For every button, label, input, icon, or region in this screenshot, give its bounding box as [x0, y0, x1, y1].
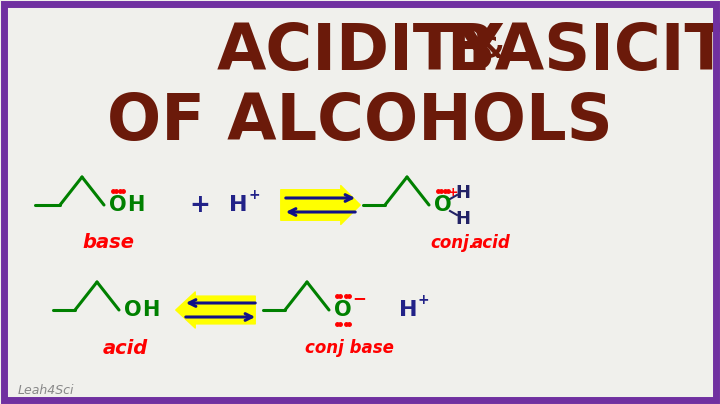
Text: conj base: conj base [305, 339, 393, 357]
Text: H: H [456, 184, 470, 202]
Text: O: O [334, 300, 352, 320]
Text: O: O [124, 300, 142, 320]
Text: H: H [399, 300, 418, 320]
Text: acid: acid [102, 339, 148, 358]
Text: −: − [352, 289, 366, 307]
Text: H: H [127, 195, 145, 215]
Text: acid: acid [472, 234, 510, 252]
FancyArrowPatch shape [176, 292, 255, 328]
Text: Leah4Sci: Leah4Sci [18, 383, 74, 396]
Text: BASICITY: BASICITY [446, 21, 720, 83]
Text: ACIDITY: ACIDITY [217, 21, 503, 83]
Text: O: O [434, 195, 452, 215]
Text: OF ALCOHOLS: OF ALCOHOLS [107, 91, 613, 153]
Text: H: H [143, 300, 160, 320]
Text: +: + [448, 187, 459, 200]
Text: base: base [82, 234, 134, 252]
Text: H: H [456, 210, 470, 228]
Text: +: + [189, 193, 210, 217]
Text: conj.: conj. [431, 234, 476, 252]
Text: +: + [248, 188, 260, 202]
Text: +: + [417, 293, 429, 307]
Text: &: & [477, 36, 503, 65]
Text: H: H [229, 195, 247, 215]
FancyArrowPatch shape [281, 185, 360, 225]
Text: O: O [109, 195, 127, 215]
